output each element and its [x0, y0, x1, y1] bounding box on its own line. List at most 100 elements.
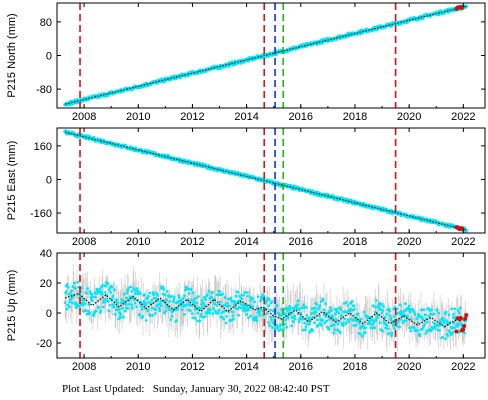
up-data-point [130, 289, 133, 293]
up-data-point [356, 312, 360, 315]
up-data-point [398, 303, 402, 307]
up-x-tick-label: 2012 [180, 361, 204, 373]
up-recent-point [454, 329, 459, 334]
up-data-point [221, 292, 224, 296]
up-data-point [380, 303, 384, 306]
up-data-point [112, 305, 116, 309]
up-data-point [435, 308, 439, 312]
up-data-point [189, 288, 193, 291]
up-data-point [416, 315, 420, 318]
up-data-point [84, 308, 88, 312]
up-data-point [223, 296, 227, 299]
up-data-point [390, 334, 393, 337]
up-data-point [315, 302, 319, 306]
up-data-point [407, 304, 411, 308]
up-data-point [397, 311, 401, 315]
up-data-point [237, 313, 241, 317]
up-data-point [223, 303, 227, 307]
up-data-point [453, 326, 456, 330]
up-data-point [65, 290, 68, 293]
up-data-point [403, 302, 407, 306]
up-data-point [203, 315, 207, 318]
up-data-point [102, 298, 106, 302]
up-data-point [246, 291, 249, 294]
up-data-point [279, 328, 283, 332]
up-data-point [424, 313, 427, 317]
up-data-point [278, 314, 282, 318]
up-y-tick-label: 40 [40, 248, 52, 260]
up-data-point [322, 308, 326, 312]
up-data-point [77, 304, 81, 308]
up-data-point [326, 312, 330, 315]
up-data-point [105, 293, 109, 297]
up-data-point [88, 290, 92, 294]
up-data-point [332, 323, 336, 327]
up-data-point [119, 312, 123, 316]
up-data-point [316, 323, 320, 327]
up-data-point [135, 305, 138, 309]
up-data-point [157, 306, 161, 310]
north-recent-points [454, 4, 464, 11]
up-data-point [292, 320, 295, 324]
up-data-point [335, 310, 339, 314]
up-data-point [284, 306, 288, 310]
up-data-point [371, 304, 375, 308]
up-data-point [251, 305, 254, 308]
up-data-point [139, 305, 143, 308]
up-data-point [181, 296, 185, 300]
up-y-axis-label: P215 Up (mm) [6, 270, 18, 342]
up-data-point [422, 308, 426, 312]
up-data-point [245, 306, 249, 310]
up-data-point [74, 306, 78, 309]
up-data-point [242, 293, 245, 297]
up-data-point [86, 287, 89, 291]
up-data-point [226, 297, 230, 301]
up-data-point [111, 294, 115, 298]
up-data-point [101, 283, 104, 287]
up-data-point [390, 331, 394, 335]
up-data-point [346, 310, 349, 314]
up-data-point [319, 300, 323, 303]
up-data-point [296, 299, 300, 303]
up-data-point [182, 313, 186, 316]
up-data-point [309, 312, 313, 315]
up-data-point [153, 312, 157, 315]
up-data-point [229, 296, 233, 300]
up-data-point [115, 305, 119, 308]
up-data-point [207, 289, 211, 293]
up-data-point [165, 289, 169, 293]
up-data-point [388, 309, 392, 313]
up-data-point [156, 294, 160, 297]
up-data-point [344, 322, 348, 325]
up-data-point [299, 311, 302, 315]
up-data-point [87, 303, 91, 306]
up-data-point [348, 310, 352, 313]
up-data-point [115, 298, 119, 302]
up-data-point [412, 310, 416, 314]
up-data-point [445, 320, 449, 324]
up-data-point [244, 309, 248, 313]
up-data-point [383, 315, 387, 319]
up-data-point [125, 296, 129, 300]
up-data-point [437, 329, 441, 332]
up-data-point [168, 308, 171, 311]
up-data-point [427, 306, 430, 310]
up-data-point [441, 316, 445, 320]
up-data-point [218, 290, 222, 293]
up-data-point [268, 324, 272, 327]
up-data-point [421, 318, 425, 322]
up-data-point [222, 317, 226, 321]
up-data-point [392, 314, 396, 318]
up-data-point [342, 324, 345, 328]
up-data-point [114, 308, 118, 312]
up-data-point [208, 311, 212, 315]
up-data-point [347, 320, 351, 324]
up-data-point [343, 317, 347, 321]
up-data-point [246, 294, 250, 298]
up-data-point [131, 306, 134, 310]
up-data-point [352, 324, 356, 327]
up-data-point [189, 298, 193, 302]
up-data-point [333, 328, 336, 332]
up-data-point [176, 306, 180, 310]
